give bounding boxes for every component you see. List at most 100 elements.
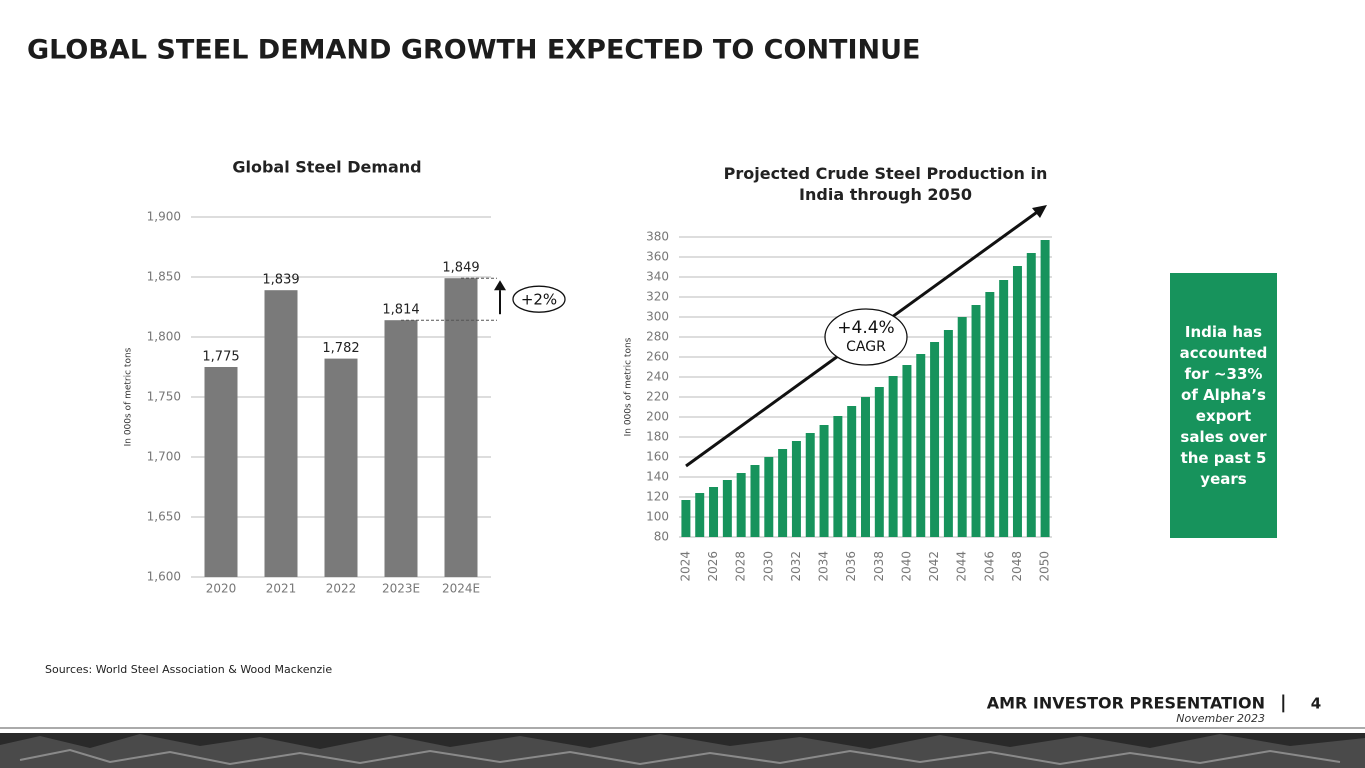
bar [681, 500, 691, 537]
x-tick-label: 2024E [442, 582, 480, 596]
y-tick-label: 200 [646, 410, 669, 424]
y-tick-label: 340 [646, 270, 669, 284]
bar [204, 367, 238, 577]
y-tick-label: 240 [646, 370, 669, 384]
annotation-ellipse [512, 285, 566, 313]
y-tick-label: 120 [646, 490, 669, 504]
bar [709, 487, 719, 537]
footer-date: November 2023 [1176, 712, 1265, 725]
bar [264, 290, 298, 577]
bar [847, 406, 857, 537]
bar [874, 387, 884, 537]
trend-arrowhead [1032, 205, 1047, 218]
growth-arrowhead [494, 280, 506, 291]
y-tick-label: 1,600 [147, 570, 181, 584]
footer-brand: AMR INVESTOR PRESENTATION [987, 694, 1265, 713]
coal-band [0, 733, 1365, 768]
x-tick-label: 2030 [761, 551, 775, 582]
y-tick-label: 380 [646, 230, 669, 244]
y-tick-label: 1,850 [147, 270, 181, 284]
x-tick-label: 2021 [266, 582, 297, 596]
bar [324, 358, 358, 577]
y-tick-label: 160 [646, 450, 669, 464]
value-label: 1,839 [262, 273, 299, 288]
page-number: 4 [1311, 695, 1321, 713]
bar [695, 493, 705, 537]
y-tick-label: 320 [646, 290, 669, 304]
bar [833, 416, 843, 537]
y-tick-label: 260 [646, 350, 669, 364]
callout-text: India has accounted for ~33% of Alpha’s … [1179, 322, 1268, 488]
footer-separator: | [1280, 692, 1287, 713]
x-tick-label: 2042 [927, 551, 941, 582]
y-tick-label: 140 [646, 470, 669, 484]
bar [916, 354, 926, 537]
x-tick-label: 2038 [872, 551, 886, 582]
x-tick-label: 2048 [1010, 551, 1024, 582]
bar [819, 425, 829, 537]
sources: Sources: World Steel Association & Wood … [45, 663, 332, 676]
x-tick-label: 2022 [326, 582, 357, 596]
y-tick-label: 1,650 [147, 510, 181, 524]
bar [750, 465, 760, 537]
bar [1012, 266, 1022, 537]
x-tick-label: 2026 [706, 551, 720, 582]
x-tick-label: 2032 [789, 551, 803, 582]
bar [985, 292, 995, 537]
annotation: +4.4% [837, 318, 894, 338]
chart-title: Global Steel Demand [232, 158, 421, 177]
y-tick-label: 180 [646, 430, 669, 444]
y-tick-label: 220 [646, 390, 669, 404]
slide-title: GLOBAL STEEL DEMAND GROWTH EXPECTED TO C… [27, 35, 920, 66]
y-tick-label: 280 [646, 330, 669, 344]
bar [444, 278, 478, 577]
y-axis-label: In 000s of metric tons [124, 347, 134, 446]
x-tick-label: 2040 [899, 551, 913, 582]
bar [888, 376, 898, 537]
x-tick-label: 2036 [844, 551, 858, 582]
bar [805, 433, 815, 537]
coal-highlight [19, 748, 1341, 766]
bar [1040, 240, 1050, 537]
y-tick-label: 1,900 [147, 210, 181, 224]
bar [764, 457, 774, 537]
x-tick-label: 2028 [734, 551, 748, 582]
bar [736, 473, 746, 537]
y-tick-label: 1,800 [147, 330, 181, 344]
bar [778, 449, 788, 537]
x-tick-label: 2046 [982, 551, 996, 582]
x-tick-label: 2034 [817, 551, 831, 582]
y-tick-label: 1,750 [147, 390, 181, 404]
bar [861, 397, 870, 537]
bar [1026, 253, 1036, 537]
y-tick-label: 1,700 [147, 450, 181, 464]
value-label: 1,775 [202, 350, 239, 365]
bar [957, 317, 967, 537]
callout-box: India has accounted for ~33% of Alpha’s … [1170, 273, 1277, 538]
x-tick-label: 2044 [955, 551, 969, 582]
y-tick-label: 360 [646, 250, 669, 264]
annotation: +2% [521, 291, 557, 309]
y-tick-label: 300 [646, 310, 669, 324]
bar [902, 365, 912, 537]
y-tick-label: 80 [654, 530, 669, 544]
x-tick-label: 2050 [1038, 551, 1052, 582]
annotation-sub: CAGR [846, 339, 886, 355]
bar [999, 280, 1009, 537]
bar [930, 342, 940, 537]
value-label: 1,814 [382, 303, 419, 318]
bar [722, 480, 732, 537]
x-tick-label: 2024 [678, 551, 692, 582]
chart-title: Projected Crude Steel Production in India… [724, 164, 1048, 204]
value-label: 1,849 [442, 261, 479, 276]
value-label: 1,782 [322, 341, 359, 356]
bar [791, 441, 801, 537]
annotation-ellipse [824, 308, 908, 366]
bar [971, 305, 981, 537]
y-tick-label: 100 [646, 510, 669, 524]
x-tick-label: 2020 [206, 582, 237, 596]
x-tick-label: 2023E [382, 582, 420, 596]
bar [384, 320, 418, 577]
